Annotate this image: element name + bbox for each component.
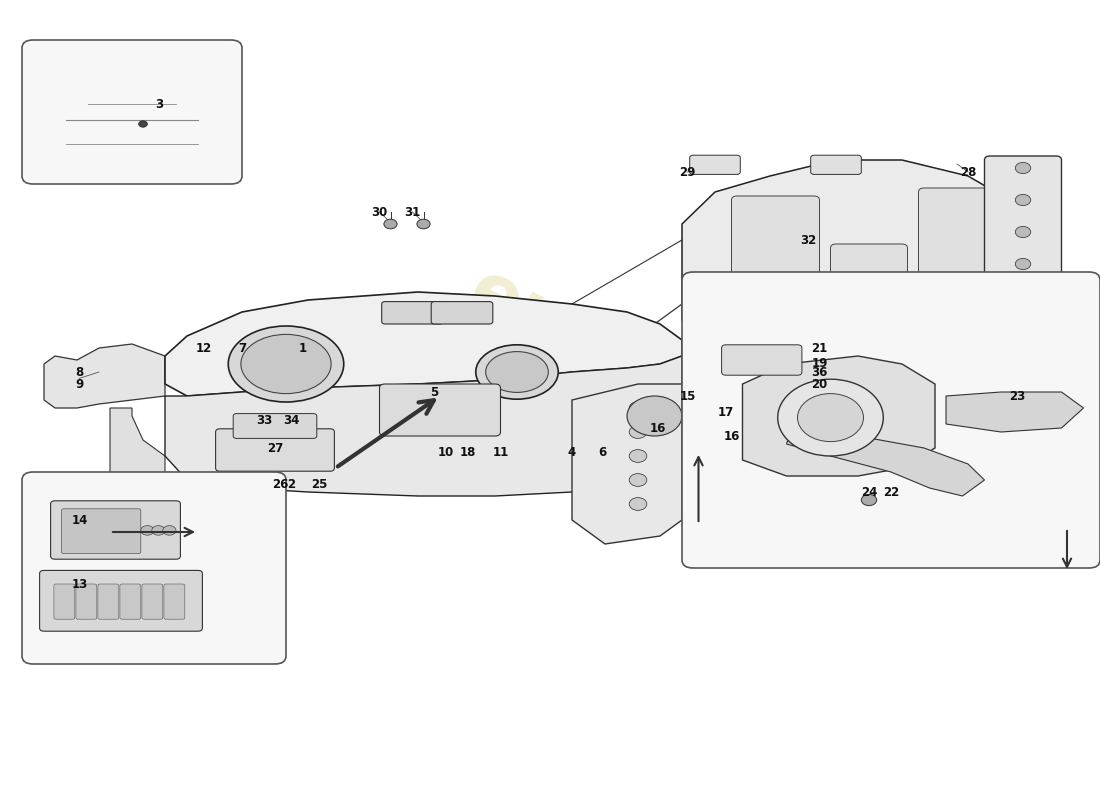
Circle shape [1015,162,1031,174]
Text: 16: 16 [650,422,666,434]
Circle shape [798,394,864,442]
Circle shape [629,426,647,438]
Circle shape [629,498,647,510]
FancyBboxPatch shape [830,244,908,316]
Circle shape [1015,258,1031,270]
Text: 30: 30 [372,206,387,218]
Polygon shape [44,344,165,408]
Ellipse shape [475,345,558,399]
Circle shape [1015,194,1031,206]
Circle shape [627,396,682,436]
FancyBboxPatch shape [22,472,286,664]
Ellipse shape [486,351,548,392]
Text: 20: 20 [812,378,827,390]
Text: 34: 34 [284,414,299,426]
Text: 33: 33 [256,414,272,426]
FancyBboxPatch shape [722,345,802,375]
FancyBboxPatch shape [51,501,180,559]
FancyBboxPatch shape [431,302,493,324]
FancyBboxPatch shape [918,188,1018,324]
Circle shape [629,402,647,414]
FancyBboxPatch shape [98,584,119,619]
Text: 8: 8 [75,366,84,378]
Circle shape [1015,226,1031,238]
FancyBboxPatch shape [40,570,202,631]
Circle shape [1015,290,1031,302]
Text: 18: 18 [460,446,475,458]
Text: 16: 16 [724,430,739,442]
FancyBboxPatch shape [76,584,97,619]
Text: 5: 5 [430,386,439,398]
Text: 9: 9 [75,378,84,390]
Text: 4: 4 [568,446,576,458]
Text: 24: 24 [861,486,877,498]
Circle shape [629,450,647,462]
Ellipse shape [241,334,331,394]
Text: 19: 19 [812,358,827,370]
Circle shape [861,494,877,506]
FancyBboxPatch shape [984,156,1062,324]
Circle shape [152,526,165,535]
Text: 26: 26 [273,478,288,490]
Text: 28: 28 [960,166,976,178]
Text: 17: 17 [718,406,734,418]
Polygon shape [572,384,682,544]
FancyBboxPatch shape [22,40,242,184]
Circle shape [163,526,176,535]
Text: 23: 23 [1010,390,1025,402]
Text: 6: 6 [598,446,607,458]
Circle shape [417,219,430,229]
Polygon shape [165,292,682,396]
Text: 32: 32 [801,234,816,246]
Text: 2: 2 [287,478,296,490]
FancyBboxPatch shape [164,584,185,619]
FancyBboxPatch shape [811,155,861,174]
FancyBboxPatch shape [682,272,1100,568]
FancyBboxPatch shape [120,584,141,619]
Polygon shape [165,356,682,496]
Text: 22: 22 [883,486,899,498]
FancyBboxPatch shape [142,584,163,619]
Text: 15: 15 [680,390,695,402]
Circle shape [778,379,883,456]
Text: 36: 36 [812,366,827,378]
FancyBboxPatch shape [690,155,740,174]
Text: 3: 3 [155,98,164,110]
Text: 25: 25 [311,478,327,490]
Text: 7: 7 [238,342,246,354]
Circle shape [139,121,147,127]
Text: europarts: europarts [456,255,864,497]
Text: 21: 21 [812,342,827,354]
Text: 11: 11 [493,446,508,458]
Text: 14: 14 [73,514,88,526]
Text: 10: 10 [438,446,453,458]
Text: 12: 12 [196,342,211,354]
Text: 1: 1 [298,342,307,354]
FancyBboxPatch shape [62,509,141,554]
Polygon shape [110,408,165,496]
Text: 27: 27 [267,442,283,454]
Circle shape [629,474,647,486]
FancyBboxPatch shape [216,429,334,471]
Polygon shape [742,356,935,476]
Circle shape [141,526,154,535]
FancyBboxPatch shape [233,414,317,438]
Text: 13: 13 [73,578,88,590]
FancyBboxPatch shape [732,196,820,300]
FancyBboxPatch shape [382,302,443,324]
FancyBboxPatch shape [379,384,500,436]
Text: 29: 29 [680,166,695,178]
Ellipse shape [229,326,343,402]
Polygon shape [946,392,1084,432]
Polygon shape [786,428,984,496]
Text: a passion for parts since 1985: a passion for parts since 1985 [469,412,763,564]
Text: 31: 31 [405,206,420,218]
Polygon shape [682,160,1045,344]
Circle shape [384,219,397,229]
FancyBboxPatch shape [54,584,75,619]
